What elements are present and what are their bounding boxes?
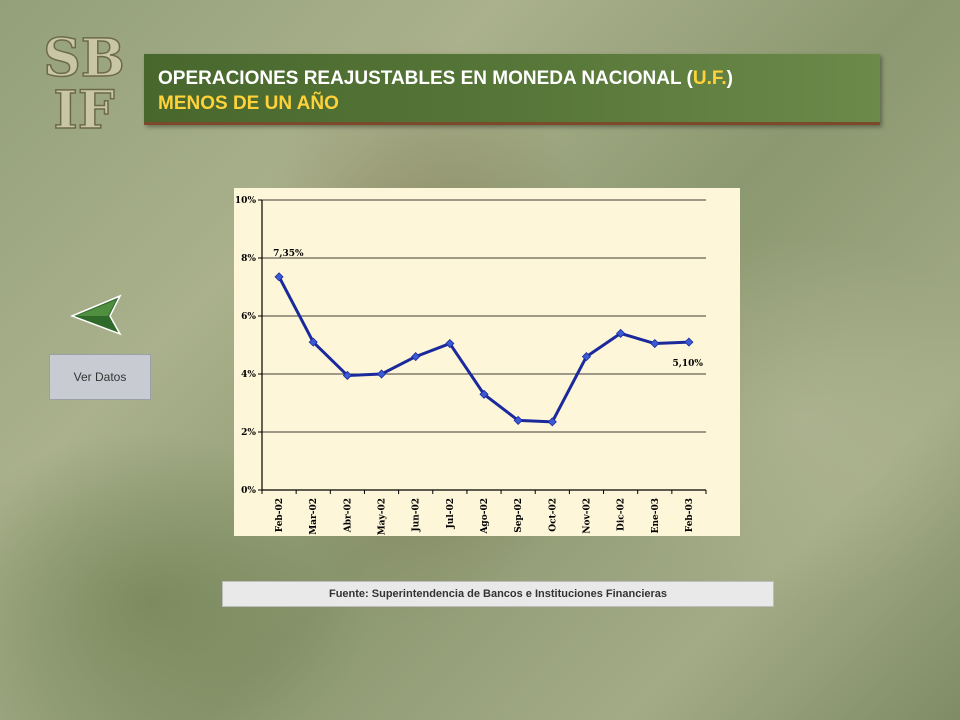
- series-line: [277, 276, 689, 424]
- line-chart: 0% 2% 4% 6% 8% 10% Feb-02 Mar-02 Abr-02 May-02 Jun…: [235, 196, 707, 535]
- y-tick-label: 10%: [235, 196, 257, 206]
- x-tick-label: Ene-03: [651, 498, 661, 533]
- y-tick-label: 6%: [241, 312, 256, 322]
- x-tick-label: May-02: [378, 498, 388, 535]
- source-note: Fuente: Superintendencia de Bancos e Ins…: [222, 581, 774, 607]
- x-tick-label: Ago-02: [480, 498, 490, 535]
- title-suffix: ): [726, 68, 733, 89]
- x-tick-label: Feb-02: [275, 498, 285, 532]
- data-point: [479, 389, 489, 399]
- x-tick-label: Mar-02: [309, 498, 319, 535]
- title-highlight: U.F.: [692, 68, 727, 89]
- ver-datos-button[interactable]: Ver Datos: [49, 354, 151, 400]
- data-point: [274, 272, 284, 282]
- sbif-logo: SB IF: [42, 27, 125, 134]
- x-tick-label: Sep-02: [514, 498, 524, 533]
- data-point: [547, 417, 557, 427]
- x-tick-label: Feb-03: [685, 498, 695, 532]
- data-point: [650, 338, 660, 349]
- y-tick-label: 2%: [241, 428, 256, 438]
- page-title: OPERACIONES REAJUSTABLES EN MONEDA NACIO…: [158, 68, 733, 90]
- x-tick-label: Nov-02: [582, 498, 592, 534]
- data-point: [616, 328, 626, 338]
- x-tick-label: Abr-02: [343, 498, 353, 533]
- data-point: [684, 337, 694, 347]
- chart-area: 0% 2% 4% 6% 8% 10% Feb-02 Mar-02 Abr-02 May-02 Jun…: [234, 188, 740, 536]
- y-tick-label: 0%: [241, 486, 256, 496]
- data-point: [308, 337, 318, 347]
- data-point: [411, 352, 421, 362]
- page-subtitle: MENOS DE UN AÑO: [158, 93, 339, 114]
- data-point: [513, 415, 523, 425]
- data-point: [581, 352, 592, 362]
- data-label: 7,35%: [273, 249, 304, 259]
- x-tick-label: Jun-02: [412, 498, 422, 533]
- data-point: [342, 370, 352, 381]
- logo-line2: IF: [53, 80, 114, 134]
- back-arrow-icon[interactable]: [70, 294, 124, 336]
- x-tick-label: Dic-02: [617, 498, 627, 531]
- logo-line1: SB: [43, 28, 125, 89]
- x-tick-label: Oct-02: [548, 498, 558, 532]
- y-tick-label: 8%: [241, 254, 256, 264]
- data-label: 5,10%: [672, 359, 703, 369]
- data-point: [376, 369, 387, 379]
- title-prefix: OPERACIONES REAJUSTABLES EN MONEDA NACIO…: [158, 68, 693, 89]
- x-tick-label: Jul-02: [446, 498, 456, 529]
- data-point: [445, 338, 455, 349]
- header-bar: OPERACIONES REAJUSTABLES EN MONEDA NACIO…: [144, 54, 880, 125]
- y-tick-label: 4%: [241, 370, 256, 380]
